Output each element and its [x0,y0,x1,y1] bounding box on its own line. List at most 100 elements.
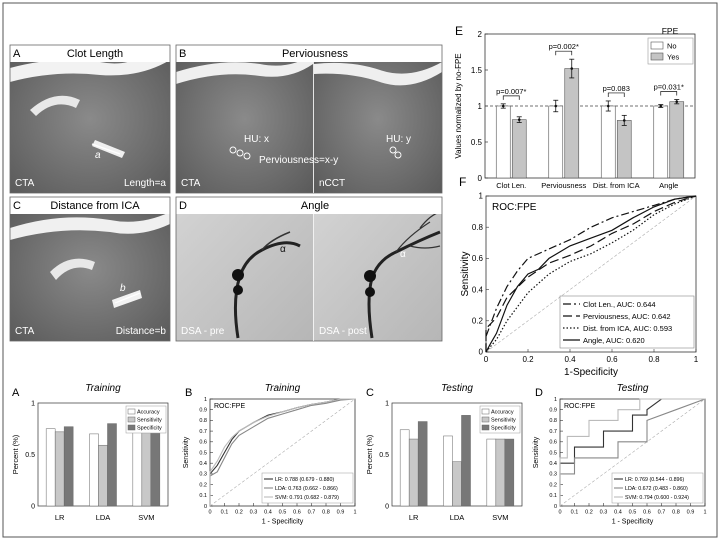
category-label: LR [409,513,419,522]
y-tick-label: 0.5 [471,138,483,147]
mean-dot [606,104,610,108]
bar [54,431,65,507]
x-tick-label: 0.5 [279,510,287,516]
y-tick-label: 0.5 [549,450,557,456]
x-tick-label: 0.2 [522,355,534,364]
corner-label-cta-b: CTA [181,178,201,189]
y-tick-label: 1 [204,397,207,403]
bar [461,415,471,507]
y-axis-label: Values normalized by no-FPE [454,53,463,158]
chance-diagonal [485,195,697,353]
roc-curve [559,398,705,506]
vessel-branch [261,231,291,251]
x-tick-label: 0 [484,355,489,364]
x-tick-label: 0.6 [643,510,651,516]
bar [443,435,453,507]
y-tick-label: 0 [204,504,207,510]
x-tick-label: 0.6 [293,510,301,516]
p-value-label: p=0.007* [496,87,526,96]
bar [511,119,527,179]
chance-diagonal [559,398,706,507]
panel-letter-e: E [455,24,463,38]
roi-circle [389,146,397,154]
bar [417,421,428,507]
dsa-image-post [314,197,442,341]
inner-title: ROC:FPE [492,202,537,213]
panel-letter-f: F [459,175,466,189]
title-bar-d [176,197,442,214]
y-tick-label: 0.1 [199,493,207,499]
y-tick-label: 0.3 [199,472,207,478]
category-label: Clot Len. [496,181,526,190]
panel-letter-b: B [179,48,186,60]
label-a-inner: a [95,150,101,161]
corner-label-ncct: nCCT [319,178,345,189]
bar [548,105,564,179]
panel-frame-b [175,44,443,194]
x-tick-label: 0 [558,510,561,516]
bar [141,425,152,507]
panel-title-d: Angle [301,200,329,212]
hu-label-left: HU: x [244,134,269,145]
chart-d-testing-roc: 0 0.1 0.2 0.3 0.4 0.5 0.6 0.7 0.8 0.9 1 0 0.1 0.2 0.3 0… [533,383,707,526]
legend-entry: SVM: 0.794 (0.600 - 0.924) [625,495,689,501]
bar [669,101,685,179]
panel-title-c: Distance from ICA [50,200,140,212]
roi-circle [229,146,237,154]
bone-shape [10,212,170,240]
x-tick-label: 0.1 [221,510,229,516]
y-tick-label: 2 [478,30,483,39]
panel-letter: B [185,387,192,399]
chart-title: Testing [617,383,649,394]
y-tick-label: 0.5 [379,452,389,459]
y-tick-label: 0.6 [549,440,557,446]
category-label: Dist. from ICA [593,181,640,190]
legend-entry: Sensitivity [137,418,162,424]
label-b-inner: b [120,283,126,294]
significance-bracket [502,95,520,100]
bar [63,426,74,507]
chance-diagonal [209,398,356,507]
legend-swatch [127,408,136,415]
bone-shape [176,54,313,84]
bar [132,431,143,507]
legend-swatch [481,424,490,431]
y-tick-label: 0.9 [549,408,557,414]
panel-a-clot-length: A Clot Length a CTA Length=a [9,44,171,194]
chart-b-training-roc: 0 0.1 0.2 0.3 0.4 0.5 0.6 0.7 0.8 0.9 1 0 0.1 0.2 0.3 0… [183,383,357,526]
mean-dot [675,100,679,103]
y-tick-label: 0.5 [25,452,35,459]
bone-shape [314,62,442,86]
bar [616,120,632,179]
corner-label-dsa-pre: DSA - pre [181,326,225,337]
x-tick-label: 0.8 [672,510,680,516]
roc-curve [485,195,697,353]
category-label: SVM [492,513,508,522]
x-tick-label: 1 [703,510,706,516]
y-tick-label: 1 [478,102,483,111]
y-tick-label: 1 [31,401,35,408]
mean-dot [622,119,626,122]
panel-letter-c: C [13,200,21,212]
mean-dot [570,67,574,70]
hu-label-right: HU: y [386,134,411,145]
y-tick-label: 0 [554,504,557,510]
clot-shape [92,140,125,158]
x-axis-label: 1-Specificity [564,367,618,378]
p-value-label: p=0.083 [603,84,630,93]
significance-bracket [660,91,678,96]
x-tick-label: 0.5 [629,510,637,516]
y-tick-label: 0.5 [199,450,207,456]
y-tick-label: 0.4 [472,285,484,294]
panel-letter: A [12,387,20,399]
legend-entry: LR: 0.788 (0.679 - 0.880) [275,477,334,483]
x-tick-label: 0.8 [648,355,660,364]
category-label: SVM [138,513,154,522]
measure-label-a: Length=a [124,178,166,189]
x-tick-label: 0.7 [308,510,316,516]
bar [564,68,580,179]
y-tick-label: 1.5 [471,66,483,75]
roc-curve [209,398,356,506]
y-tick-label: 0.8 [472,223,484,232]
y-tick-label: 0 [479,348,484,357]
